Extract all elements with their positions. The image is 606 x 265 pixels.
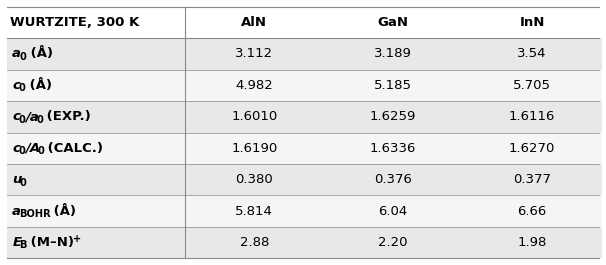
Bar (7, 38, 185, 70)
Bar (185, 195, 324, 227)
Bar (185, 227, 324, 258)
Text: 3.54: 3.54 (518, 47, 547, 60)
Text: (CALC.): (CALC.) (44, 142, 104, 155)
Text: 1.6336: 1.6336 (370, 142, 416, 155)
Bar (185, 38, 324, 70)
Bar (324, 38, 462, 70)
Text: 3.112: 3.112 (235, 47, 273, 60)
Bar (7, 195, 185, 227)
Bar (462, 132, 602, 164)
Bar (324, 132, 462, 164)
Text: a: a (12, 205, 21, 218)
Text: 6.04: 6.04 (379, 205, 408, 218)
Bar (462, 70, 602, 101)
Text: 2.88: 2.88 (239, 236, 269, 249)
Text: 0.376: 0.376 (375, 173, 412, 186)
Text: c: c (12, 142, 20, 155)
Bar (7, 227, 185, 258)
Text: a: a (12, 47, 21, 60)
Bar (185, 164, 324, 195)
Text: E: E (12, 236, 21, 249)
Text: +: + (73, 233, 81, 244)
Text: 3.189: 3.189 (375, 47, 412, 60)
Text: c: c (12, 110, 20, 123)
Bar (185, 101, 324, 132)
Text: 5.814: 5.814 (235, 205, 273, 218)
Bar (462, 101, 602, 132)
Text: 1.6270: 1.6270 (509, 142, 555, 155)
Text: 0: 0 (19, 52, 27, 62)
Text: c: c (12, 79, 20, 92)
Text: WURTZITE, 300 K: WURTZITE, 300 K (10, 16, 140, 29)
Text: (Å): (Å) (25, 79, 52, 92)
Text: 5.185: 5.185 (374, 79, 412, 92)
Text: 0.380: 0.380 (235, 173, 273, 186)
Bar (7, 132, 185, 164)
Bar (462, 195, 602, 227)
Bar (7, 101, 185, 132)
Text: InN: InN (519, 16, 545, 29)
Text: (Å): (Å) (25, 47, 53, 60)
Text: 0: 0 (19, 83, 25, 93)
Text: AlN: AlN (241, 16, 267, 29)
Text: 0.377: 0.377 (513, 173, 551, 186)
Bar (7, 7, 185, 38)
Bar (7, 70, 185, 101)
Bar (462, 227, 602, 258)
Text: B: B (19, 240, 27, 250)
Bar (324, 164, 462, 195)
Text: GaN: GaN (378, 16, 408, 29)
Text: 1.6190: 1.6190 (231, 142, 278, 155)
Bar (185, 132, 324, 164)
Text: 6.66: 6.66 (518, 205, 547, 218)
Text: 0: 0 (37, 146, 44, 156)
Bar (185, 7, 324, 38)
Text: 1.98: 1.98 (518, 236, 547, 249)
Text: 0: 0 (20, 178, 27, 188)
Text: 0: 0 (36, 114, 43, 125)
Text: 2.20: 2.20 (378, 236, 408, 249)
Text: 1.6010: 1.6010 (231, 110, 278, 123)
Bar (462, 7, 602, 38)
Text: 5.705: 5.705 (513, 79, 551, 92)
Text: 0: 0 (19, 114, 25, 125)
Bar (324, 70, 462, 101)
Bar (324, 227, 462, 258)
Text: (EXP.): (EXP.) (42, 110, 91, 123)
Bar (324, 7, 462, 38)
Text: BOHR: BOHR (19, 209, 52, 219)
Text: /A: /A (25, 142, 40, 155)
Text: 0: 0 (19, 146, 25, 156)
Bar (185, 70, 324, 101)
Text: (Å): (Å) (50, 205, 76, 218)
Text: (M–N): (M–N) (26, 236, 75, 249)
Bar (462, 164, 602, 195)
Text: 1.6116: 1.6116 (509, 110, 555, 123)
Text: 1.6259: 1.6259 (370, 110, 416, 123)
Text: 4.982: 4.982 (235, 79, 273, 92)
Bar (7, 164, 185, 195)
Bar (324, 195, 462, 227)
Text: /a: /a (25, 110, 39, 123)
Text: u: u (12, 173, 22, 186)
Bar (324, 101, 462, 132)
Bar (462, 38, 602, 70)
